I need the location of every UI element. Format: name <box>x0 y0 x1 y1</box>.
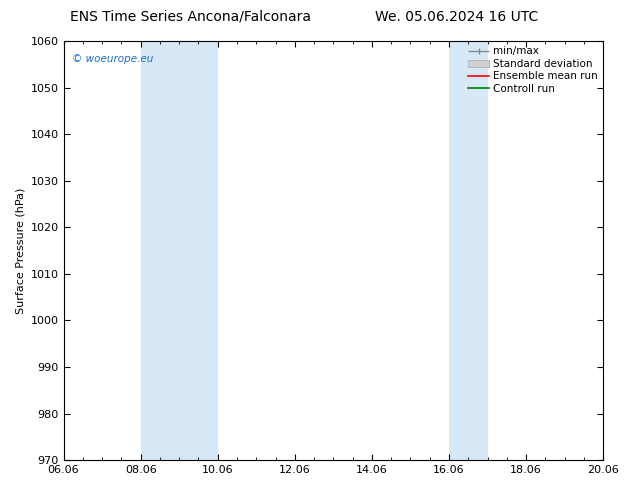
Bar <box>449 41 488 460</box>
Bar <box>141 41 217 460</box>
Text: © woeurope.eu: © woeurope.eu <box>72 53 153 64</box>
Legend: min/max, Standard deviation, Ensemble mean run, Controll run: min/max, Standard deviation, Ensemble me… <box>465 43 601 97</box>
Text: We. 05.06.2024 16 UTC: We. 05.06.2024 16 UTC <box>375 10 538 24</box>
Y-axis label: Surface Pressure (hPa): Surface Pressure (hPa) <box>15 187 25 314</box>
Text: ENS Time Series Ancona/Falconara: ENS Time Series Ancona/Falconara <box>70 10 311 24</box>
